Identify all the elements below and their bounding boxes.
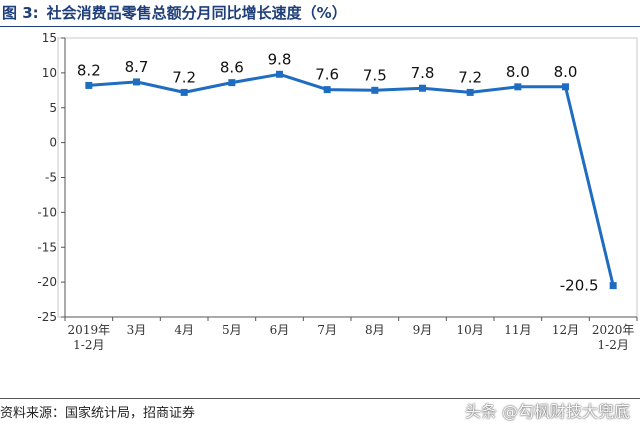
data-label: 7.6 bbox=[315, 66, 339, 84]
x-tick-label: 7月 bbox=[317, 323, 337, 337]
x-tick-label-line: 7月 bbox=[317, 323, 337, 337]
data-label: 9.8 bbox=[268, 50, 292, 68]
x-tick-label: 3月 bbox=[127, 323, 147, 337]
chart-series: 8.2 8.7 7.2 8.6 9.8 7.6 7.5 7.8 7.2 8.0 8.0 -20.5 bbox=[77, 50, 617, 295]
source-note: 资料来源：国家统计局，招商证券 bbox=[0, 406, 196, 421]
data-point bbox=[371, 86, 379, 94]
figure-title-text: 社会消费品零售总额分月同比增长速度（%） bbox=[46, 4, 347, 22]
x-tick-label-line: 5月 bbox=[222, 323, 242, 337]
plot-frame bbox=[57, 37, 638, 318]
x-tick-label: 5月 bbox=[222, 323, 242, 337]
x-tick-label: 12月 bbox=[552, 323, 579, 337]
data-point bbox=[562, 83, 569, 91]
title-rule bbox=[0, 26, 640, 27]
x-tick-label: 9月 bbox=[413, 323, 433, 337]
x-tick-label: 2020年 1-2月 bbox=[592, 323, 635, 352]
y-tick-label: -15 bbox=[37, 240, 57, 254]
x-tick-label: 6月 bbox=[270, 323, 290, 337]
x-tick-label: 11月 bbox=[504, 323, 531, 337]
data-label: 7.5 bbox=[363, 66, 387, 84]
y-tick-label: 5 bbox=[49, 101, 57, 115]
x-tick-label: 8月 bbox=[365, 323, 385, 337]
data-point bbox=[609, 282, 617, 290]
data-point bbox=[466, 88, 474, 96]
x-tick-label-line: 2019年 bbox=[68, 323, 111, 337]
data-point bbox=[323, 86, 331, 94]
x-tick-label-line: 6月 bbox=[270, 323, 290, 337]
x-tick-label-line: 11月 bbox=[504, 323, 531, 337]
x-tick-label-line: 12月 bbox=[552, 323, 579, 337]
watermark: 头条 @勾枫财技大兜底 bbox=[464, 402, 630, 421]
y-tick-label: 10 bbox=[42, 66, 57, 80]
x-tick-label: 10月 bbox=[457, 323, 484, 337]
y-tick-label: -10 bbox=[37, 205, 57, 219]
x-tick-label-line: 1-2月 bbox=[73, 338, 104, 352]
data-label: 8.6 bbox=[220, 59, 244, 77]
x-tick-label-line: 4月 bbox=[174, 323, 194, 337]
y-tick-label: -5 bbox=[45, 171, 57, 185]
data-point bbox=[276, 70, 283, 78]
series-line bbox=[88, 72, 615, 286]
data-label: 8.7 bbox=[125, 58, 149, 76]
data-label: 8.0 bbox=[554, 63, 578, 81]
y-tick-label: -20 bbox=[37, 275, 57, 289]
x-tick-label-line: 2020年 bbox=[592, 323, 635, 337]
x-tick-label-line: 3月 bbox=[127, 323, 147, 337]
data-point bbox=[514, 83, 522, 91]
x-tick-label-line: 8月 bbox=[365, 323, 385, 337]
source-rule bbox=[0, 398, 640, 399]
data-point bbox=[228, 79, 236, 87]
y-tick-label: -25 bbox=[37, 310, 57, 324]
data-label: 8.2 bbox=[77, 61, 101, 79]
data-point bbox=[85, 81, 93, 89]
data-point bbox=[419, 84, 426, 92]
x-tick-label: 4月 bbox=[174, 323, 194, 337]
x-tick-label-line: 9月 bbox=[413, 323, 433, 337]
figure-title: 图 3: 社会消费品零售总额分月同比增长速度（%） bbox=[2, 2, 347, 24]
y-tick-label: 0 bbox=[49, 136, 57, 150]
data-label: 7.2 bbox=[172, 68, 196, 86]
figure-number: 图 3: bbox=[2, 4, 39, 22]
data-point bbox=[133, 78, 140, 86]
y-tick-label: 15 bbox=[42, 31, 57, 45]
x-tick-label: 2019年 1-2月 bbox=[68, 323, 111, 352]
x-tick-label-line: 10月 bbox=[457, 323, 484, 337]
data-label: -20.5 bbox=[560, 277, 599, 295]
x-tick-label-line: 1-2月 bbox=[598, 338, 629, 352]
data-point bbox=[180, 88, 188, 96]
data-label: 7.8 bbox=[411, 64, 435, 82]
data-label: 7.2 bbox=[458, 68, 482, 86]
data-label: 8.0 bbox=[506, 63, 530, 81]
